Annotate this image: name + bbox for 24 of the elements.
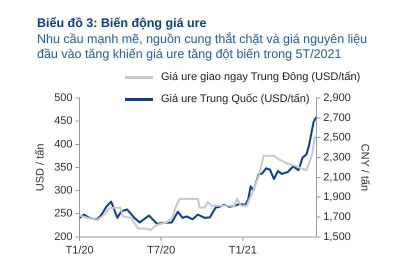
x-tick-label: T1/21 — [228, 244, 257, 256]
y-tick-label: 400 — [54, 138, 73, 150]
y2-tick-label: 2,900 — [323, 92, 351, 104]
y-tick-label: 500 — [54, 92, 73, 104]
y2-axis-title: CNY / tấn — [358, 144, 370, 192]
chart-subtitle: Nhu cầu mạnh mẽ, nguồn cung thắt chặt và giá nguyên liệu đầu vào tăng khiến giá ure tăng đột biến trong 5T/2021 — [37, 32, 368, 62]
y-tick-label: 350 — [54, 161, 73, 174]
y2-tick-label: 2,100 — [323, 171, 351, 184]
y2-tick-label: 1,700 — [323, 211, 351, 224]
y2-tick-label: 2,500 — [323, 132, 351, 144]
y2-tick-label: 1,900 — [323, 191, 351, 204]
y2-tick-label: 1,500 — [323, 230, 351, 243]
y-tick-label: 450 — [54, 115, 73, 128]
y-tick-label: 200 — [54, 230, 73, 243]
y2-tick-label: 2,300 — [323, 152, 351, 164]
legend-label: Giá ure Trung Quốc (USD/tấn) — [161, 93, 310, 105]
y-tick-label: 300 — [54, 184, 73, 197]
y-axis-title: USD / tấn — [34, 144, 47, 192]
x-tick-label: T7/20 — [147, 244, 176, 256]
y-tick-label: 250 — [54, 208, 73, 220]
legend-label: Giá ure giao ngay Trung Đông (USD/tấn) — [161, 71, 360, 83]
y2-tick-label: 2,700 — [323, 112, 351, 124]
chart-title: Biểu đồ 3: Biến động giá ure — [37, 16, 206, 30]
x-tick-label: T1/20 — [65, 244, 94, 256]
